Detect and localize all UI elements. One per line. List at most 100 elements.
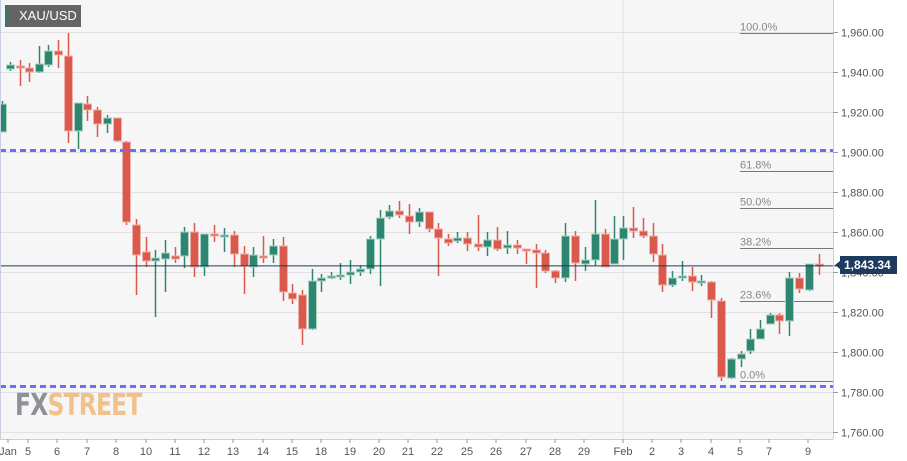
candle xyxy=(453,232,462,243)
candle xyxy=(444,234,453,246)
x-tick-label: 5 xyxy=(737,446,743,458)
candle xyxy=(756,320,765,340)
candle xyxy=(727,358,736,379)
y-tick-label: 1,900.00 xyxy=(841,148,884,160)
x-tick-label: 29 xyxy=(578,446,590,458)
fib-label: 50.0% xyxy=(740,197,771,209)
candle xyxy=(230,231,239,267)
x-tick-label: 8 xyxy=(113,446,119,458)
x-tick-label: 13 xyxy=(227,446,239,458)
candle xyxy=(6,62,15,71)
candle xyxy=(591,200,600,266)
candle xyxy=(190,223,199,277)
candle xyxy=(317,274,326,292)
candle xyxy=(483,232,492,256)
candle xyxy=(717,298,726,381)
candle xyxy=(493,227,502,251)
candle xyxy=(571,231,580,281)
candle xyxy=(16,60,25,86)
x-tick-label: 19 xyxy=(344,446,356,458)
candle xyxy=(649,223,658,262)
x-tick-label: 26 xyxy=(490,446,502,458)
y-tick-label: 1,820.00 xyxy=(841,308,884,320)
candle xyxy=(279,237,288,301)
candle xyxy=(308,269,317,330)
candle xyxy=(54,40,63,68)
candle xyxy=(64,33,73,143)
candle xyxy=(395,201,404,218)
x-tick-label: Feb xyxy=(614,446,633,458)
candle xyxy=(142,237,151,267)
fxstreet-logo: FXSTREET xyxy=(15,388,142,423)
x-axis: Jan 5 6 7 8 10 11 12 13 14 15 18 19 20 21 22 25 26 27 28 29 F… xyxy=(0,439,811,458)
candle xyxy=(629,207,638,238)
candle xyxy=(25,63,34,82)
fib-label: 23.6% xyxy=(740,290,771,302)
x-tick-label: 18 xyxy=(315,446,327,458)
candle xyxy=(44,45,53,67)
x-tick-label: 2 xyxy=(649,446,655,458)
candle xyxy=(83,96,92,121)
candle xyxy=(619,216,628,260)
x-tick-label: 22 xyxy=(431,446,443,458)
y-tick-label: 1,880.00 xyxy=(841,188,884,200)
candle xyxy=(610,216,619,265)
candle xyxy=(697,275,706,286)
candle xyxy=(327,272,336,279)
x-tick-label: 27 xyxy=(520,446,532,458)
x-tick-label: 12 xyxy=(198,446,210,458)
candle xyxy=(795,273,804,293)
candle xyxy=(551,270,560,283)
x-tick-label: 5 xyxy=(25,446,31,458)
x-tick-label: 15 xyxy=(286,446,298,458)
candle xyxy=(658,244,667,292)
x-tick-label: Jan xyxy=(0,446,17,458)
candle xyxy=(766,313,775,325)
candle xyxy=(513,240,522,254)
x-tick-label: 25 xyxy=(461,446,473,458)
candle xyxy=(103,115,112,133)
candle xyxy=(356,265,365,276)
candle xyxy=(249,247,258,277)
candle xyxy=(434,223,443,276)
candle xyxy=(688,267,697,291)
x-tick-label: 7 xyxy=(84,446,90,458)
grid-lines xyxy=(0,32,833,433)
fib-label: 100.0% xyxy=(740,22,778,34)
y-tick-label: 1,940.00 xyxy=(841,68,884,80)
candle xyxy=(298,290,307,345)
candle xyxy=(132,219,141,295)
x-tick-label: 9 xyxy=(805,446,811,458)
candle xyxy=(113,117,122,142)
candle xyxy=(737,351,746,367)
candle xyxy=(463,232,472,251)
x-tick-label: 6 xyxy=(54,446,60,458)
candle xyxy=(425,211,434,232)
candle xyxy=(678,261,687,281)
candle xyxy=(220,228,229,252)
candle xyxy=(474,215,483,251)
candle xyxy=(288,284,297,304)
candle xyxy=(151,250,160,317)
candle xyxy=(366,236,375,274)
y-tick-label: 1,860.00 xyxy=(841,228,884,240)
candle xyxy=(35,46,44,73)
candle xyxy=(639,218,648,238)
y-tick-label: 1,960.00 xyxy=(841,28,884,40)
candle xyxy=(93,107,102,137)
candle xyxy=(522,248,531,264)
y-tick-label: 1,920.00 xyxy=(841,108,884,120)
y-tick-label: 1,780.00 xyxy=(841,388,884,400)
fibonacci-levels: 100.0% 61.8% 50.0% 38.2% 23.6% 0.0% xyxy=(740,22,833,382)
candle xyxy=(775,313,784,334)
candle xyxy=(180,227,189,268)
candle xyxy=(561,223,570,282)
horizontal-levels xyxy=(0,149,840,388)
logo-fx: FX xyxy=(15,388,48,423)
candle xyxy=(376,210,385,286)
candle xyxy=(210,225,219,242)
candle xyxy=(74,102,83,149)
x-tick-label: 3 xyxy=(678,446,684,458)
x-tick-label: 7 xyxy=(766,446,772,458)
x-tick-label: 28 xyxy=(549,446,561,458)
